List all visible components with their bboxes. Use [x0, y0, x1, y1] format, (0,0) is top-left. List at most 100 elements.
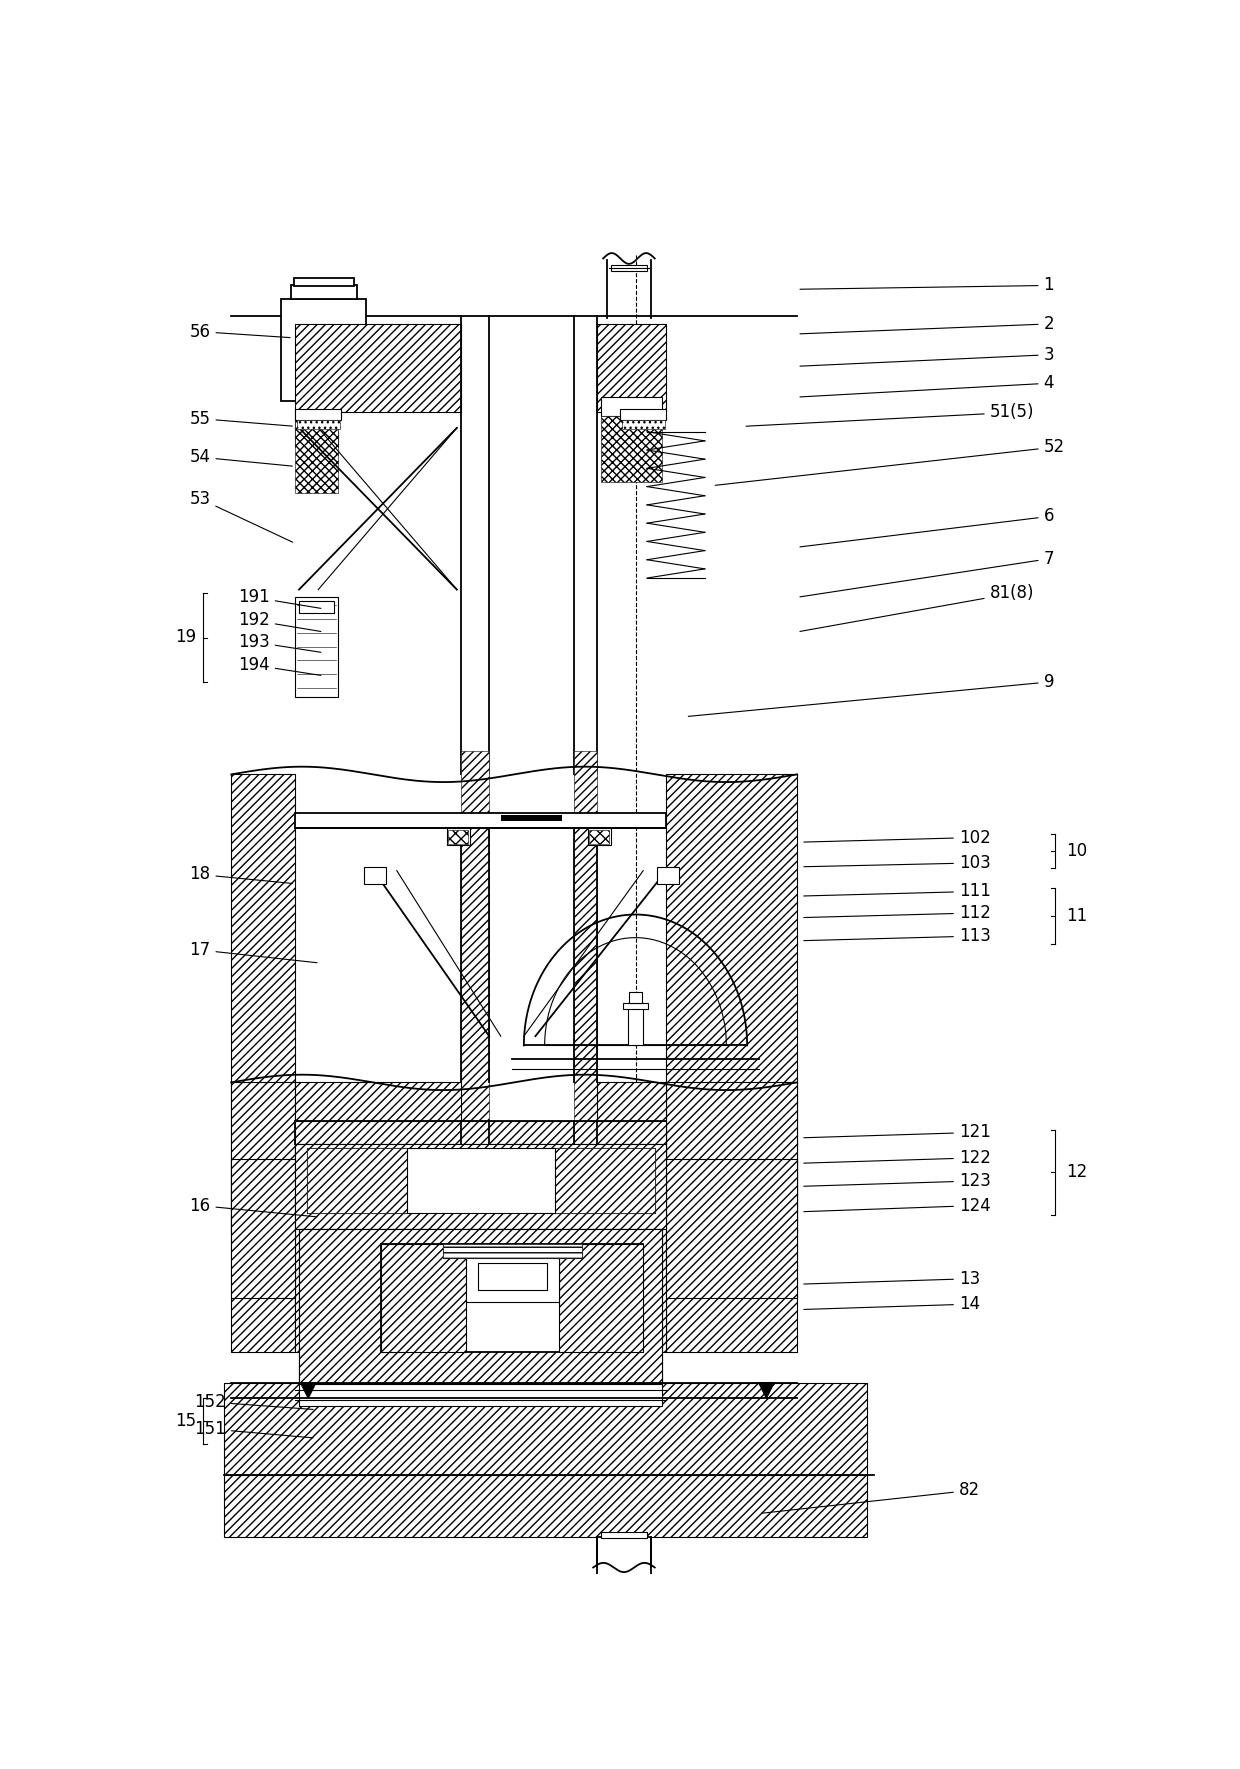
Bar: [299, 1383, 662, 1406]
Bar: [295, 412, 337, 494]
Text: 54: 54: [190, 448, 293, 467]
Bar: [382, 1244, 466, 1352]
Text: 82: 82: [761, 1481, 980, 1512]
Bar: [231, 1083, 295, 1352]
Text: 15: 15: [176, 1412, 197, 1429]
Bar: [231, 1159, 295, 1298]
Text: 10: 10: [1066, 842, 1087, 860]
Text: 55: 55: [190, 410, 293, 428]
Bar: [223, 1383, 867, 1475]
Bar: [621, 421, 665, 430]
Bar: [666, 775, 797, 1233]
Text: 123: 123: [804, 1171, 991, 1191]
Bar: [295, 432, 337, 448]
Text: 9: 9: [688, 672, 1054, 716]
Bar: [295, 1145, 666, 1229]
Text: 112: 112: [804, 904, 991, 922]
Text: 103: 103: [804, 854, 991, 872]
Text: 19: 19: [176, 628, 197, 646]
Bar: [299, 601, 334, 612]
Text: 113: 113: [804, 927, 991, 945]
Bar: [443, 1244, 582, 1258]
Bar: [620, 409, 666, 421]
Text: 2: 2: [800, 315, 1054, 334]
Text: 56: 56: [190, 322, 290, 341]
Bar: [295, 1083, 461, 1352]
Bar: [294, 278, 353, 287]
Bar: [296, 421, 340, 430]
Text: 151: 151: [195, 1421, 314, 1438]
Bar: [223, 1475, 867, 1537]
Text: 53: 53: [190, 490, 293, 543]
Text: 122: 122: [804, 1148, 991, 1168]
Text: 11: 11: [1066, 907, 1087, 925]
Bar: [281, 299, 366, 402]
Text: 16: 16: [190, 1196, 317, 1217]
Bar: [295, 409, 341, 421]
Text: 152: 152: [195, 1392, 314, 1412]
Text: 13: 13: [804, 1270, 980, 1288]
Bar: [231, 775, 295, 1233]
Polygon shape: [759, 1383, 774, 1398]
Bar: [461, 752, 490, 1168]
Bar: [611, 265, 647, 271]
Text: 52: 52: [715, 439, 1065, 485]
Bar: [601, 1532, 647, 1539]
Bar: [588, 828, 611, 846]
Bar: [365, 867, 386, 884]
Bar: [295, 598, 337, 697]
Bar: [624, 1003, 647, 1010]
Text: 193: 193: [238, 633, 321, 653]
Bar: [477, 1263, 547, 1290]
Bar: [290, 285, 357, 299]
Bar: [306, 1148, 407, 1214]
Bar: [295, 324, 461, 412]
Bar: [443, 1244, 582, 1258]
Bar: [299, 1229, 662, 1383]
Text: 18: 18: [190, 865, 293, 883]
Bar: [299, 1229, 662, 1383]
Bar: [596, 324, 666, 412]
Bar: [554, 1148, 655, 1214]
Bar: [382, 1244, 644, 1352]
Text: 191: 191: [238, 589, 321, 609]
Text: 1: 1: [800, 276, 1054, 294]
Bar: [306, 1148, 407, 1214]
Bar: [657, 867, 678, 884]
Bar: [446, 828, 470, 846]
Bar: [589, 830, 609, 844]
Polygon shape: [300, 1383, 316, 1398]
Bar: [574, 752, 596, 1168]
Bar: [466, 1256, 558, 1302]
Text: 14: 14: [804, 1295, 980, 1313]
Text: 192: 192: [238, 612, 321, 632]
Bar: [596, 1083, 666, 1352]
Text: 111: 111: [804, 883, 991, 900]
Bar: [407, 1148, 554, 1214]
Bar: [501, 816, 563, 821]
Bar: [601, 416, 662, 481]
Text: 121: 121: [804, 1123, 991, 1141]
Bar: [601, 396, 662, 416]
Bar: [596, 1537, 651, 1580]
Bar: [295, 814, 666, 828]
Bar: [295, 1122, 666, 1145]
Text: 194: 194: [238, 656, 321, 676]
Text: 102: 102: [804, 828, 991, 847]
Bar: [558, 1244, 644, 1352]
Bar: [554, 1148, 655, 1214]
Text: 124: 124: [804, 1196, 991, 1215]
Text: 7: 7: [800, 550, 1054, 596]
Bar: [630, 991, 641, 1003]
Text: 81(8): 81(8): [800, 584, 1034, 632]
Text: 51(5): 51(5): [746, 403, 1034, 426]
Text: 17: 17: [190, 941, 317, 962]
Text: 3: 3: [800, 345, 1054, 366]
Text: 4: 4: [800, 375, 1054, 396]
Bar: [449, 830, 469, 844]
Bar: [666, 1083, 797, 1352]
Text: 12: 12: [1066, 1164, 1087, 1182]
Bar: [666, 1159, 797, 1298]
Bar: [627, 1003, 644, 1045]
Bar: [295, 1122, 666, 1145]
